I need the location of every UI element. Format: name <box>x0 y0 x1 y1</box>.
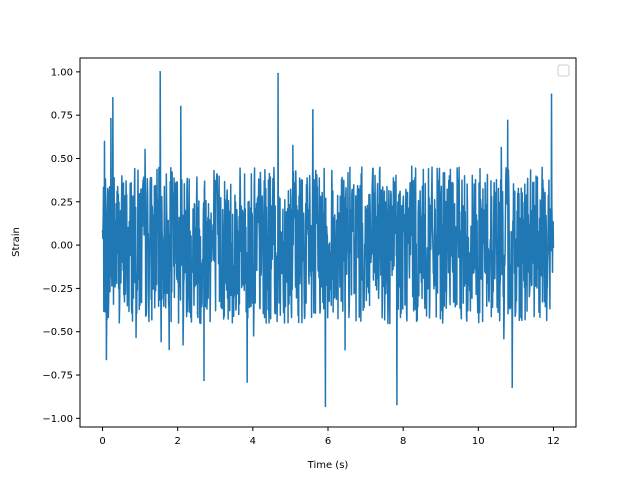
series-peak-point <box>179 105 182 108</box>
series-peak-point <box>159 71 161 73</box>
x-tick-label: 2 <box>175 436 181 447</box>
y-tick-label: 0.00 <box>51 241 73 252</box>
y-axis-ticks: −1.00 −0.75 −0.50 −0.25 0.00 0.25 0.50 0.75 1.00 <box>42 67 80 425</box>
x-tick-label: 10 <box>472 436 485 447</box>
y-tick-label: −0.25 <box>42 284 73 295</box>
x-axis-ticks: 0 2 4 6 8 10 12 <box>99 427 560 447</box>
series-peak-point <box>246 381 249 383</box>
series-peak-point <box>550 93 553 96</box>
series-peak-point <box>203 379 205 382</box>
series-peak-point <box>506 119 509 122</box>
series-peak-point <box>110 117 112 120</box>
x-tick-label: 8 <box>400 436 406 447</box>
y-tick-label: 1.00 <box>51 67 73 78</box>
x-axis-label: Time (s) <box>307 460 349 471</box>
x-tick-label: 12 <box>547 436 560 447</box>
y-tick-label: −1.00 <box>42 414 73 425</box>
y-tick-label: 0.75 <box>51 111 73 122</box>
series-peak-point <box>277 72 279 75</box>
series-peak-point <box>111 97 114 99</box>
x-tick-label: 0 <box>99 436 105 447</box>
series-peak-point <box>312 109 314 111</box>
series-peak-point <box>324 405 327 408</box>
y-tick-label: 0.50 <box>51 154 73 165</box>
y-tick-label: −0.50 <box>42 327 73 338</box>
series-peak-point <box>395 403 398 406</box>
y-tick-label: −0.75 <box>42 371 73 382</box>
series-peak-point <box>105 358 108 361</box>
strain-series-line <box>101 71 555 407</box>
series-peak-point <box>511 386 513 388</box>
x-tick-label: 4 <box>250 436 256 447</box>
x-tick-label: 6 <box>325 436 331 447</box>
y-tick-label: 0.25 <box>51 197 73 208</box>
series-layer <box>101 71 555 408</box>
y-axis-label: Strain <box>11 227 22 257</box>
legend-box <box>557 64 570 77</box>
